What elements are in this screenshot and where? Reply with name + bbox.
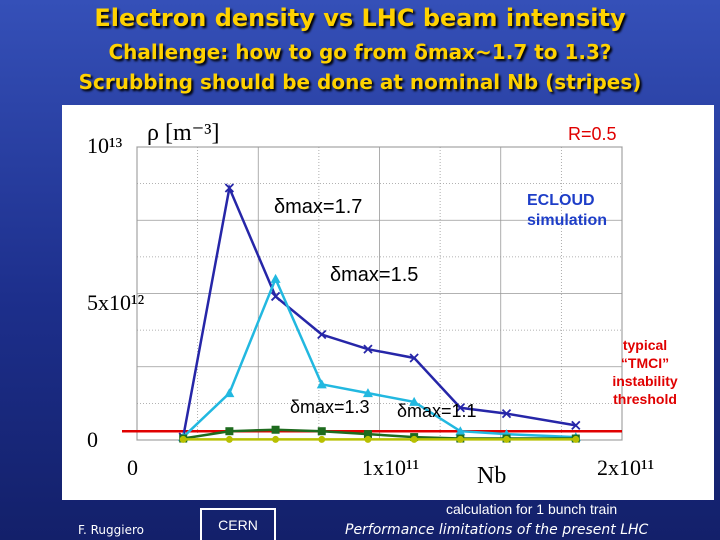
data-point — [271, 425, 280, 434]
data-point — [456, 435, 464, 443]
data-point — [410, 435, 418, 443]
data-point — [270, 291, 281, 302]
x-axis-title: Nb — [477, 463, 506, 489]
series-label: δmax=1.1 — [397, 401, 477, 421]
y-tick-label: 5x10¹² — [87, 290, 145, 315]
x-tick-label: 2x10¹¹ — [597, 455, 654, 480]
x-tick-label: 1x10¹¹ — [362, 455, 419, 480]
slide-subtitle-2: Scrubbing should be done at nominal Nb (… — [78, 70, 642, 94]
data-point — [501, 408, 512, 419]
data-point — [409, 353, 419, 363]
slide-subtitle-1: Challenge: how to go from δmax~1.7 to 1.… — [108, 40, 612, 64]
axis-labels: ρ [m⁻³] 10¹³ 5x10¹² 0 0 1x10¹¹ 2x10¹¹ Nb — [87, 120, 654, 489]
data-point — [224, 388, 235, 398]
data-point — [316, 379, 327, 389]
tmci-label: typical “TMCI” instability threshold — [612, 337, 678, 407]
series-layer — [178, 183, 581, 443]
tmci-label-line: “TMCI” — [621, 355, 669, 371]
series-0 — [178, 183, 581, 442]
data-point — [270, 273, 281, 283]
data-point — [225, 427, 234, 436]
data-point — [363, 430, 372, 439]
ecloud-label-line: ECLOUD — [527, 192, 595, 209]
data-point — [455, 403, 465, 413]
slide-title: Electron density vs LHC beam intensity — [94, 4, 626, 32]
data-point — [364, 435, 372, 443]
label-layer: R=0.5 ECLOUD simulation typical “TMCI” instab… — [274, 124, 678, 421]
y-tick-label: 10¹³ — [87, 133, 123, 158]
ecloud-label-line: simulation — [527, 212, 607, 229]
data-point — [224, 183, 235, 193]
data-point — [225, 435, 233, 443]
y-axis-title: ρ [m⁻³] — [147, 120, 220, 146]
data-point — [272, 435, 280, 443]
footer-subtitle: Performance limitations of the present L… — [345, 522, 649, 538]
data-point — [503, 435, 511, 443]
ecloud-label: ECLOUD simulation — [527, 192, 607, 229]
r-value-label: R=0.5 — [568, 124, 617, 144]
data-point — [318, 435, 326, 443]
data-point — [455, 426, 466, 436]
tmci-label-line: typical — [623, 337, 667, 353]
density-chart: ρ [m⁻³] 10¹³ 5x10¹² 0 0 1x10¹¹ 2x10¹¹ Nb R=0.5 E… — [87, 120, 678, 489]
chart-panel: ρ [m⁻³] 10¹³ 5x10¹² 0 0 1x10¹¹ 2x10¹¹ Nb R=0.5 E… — [62, 105, 714, 500]
data-point — [409, 396, 420, 406]
data-point — [362, 388, 373, 398]
data-point — [572, 435, 580, 443]
x-tick-label: 0 — [127, 455, 138, 480]
series-label: δmax=1.5 — [330, 264, 418, 286]
data-point — [179, 435, 187, 443]
y-tick-label: 0 — [87, 427, 98, 452]
series-3 — [179, 435, 580, 443]
calculation-note: calculation for 1 bunch train — [446, 501, 618, 517]
tmci-label-line: instability — [612, 373, 678, 389]
series-label: δmax=1.3 — [290, 397, 370, 417]
data-point — [317, 329, 327, 340]
author-name: F. Ruggiero — [78, 523, 144, 537]
series-label: δmax=1.7 — [274, 196, 362, 218]
tmci-label-line: threshold — [613, 391, 677, 407]
data-point — [363, 344, 373, 354]
data-point — [317, 427, 326, 436]
data-point — [571, 420, 581, 430]
cern-logo: CERN — [200, 508, 276, 540]
